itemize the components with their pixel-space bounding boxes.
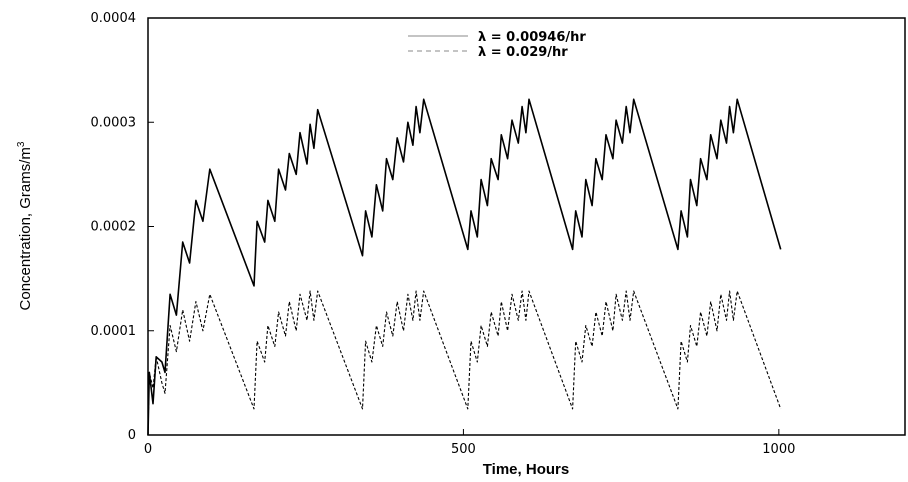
plot-frame (147, 17, 906, 436)
series-layer (147, 98, 782, 436)
legend-label-series-2: λ = 0.029/hr (478, 45, 568, 60)
x-tick-label: 1000 (762, 442, 795, 457)
y-axis-title-group: Concentration, Grams/m3 (16, 141, 34, 310)
y-tick-label: 0.0002 (91, 220, 137, 235)
y-axis: 0 0.0001 0.0002 0.0003 0.0004 (91, 11, 154, 443)
x-tick-label: 0 (144, 442, 152, 457)
x-tick-label: 500 (451, 442, 476, 457)
x-axis: 0 500 1000 (144, 429, 795, 457)
legend-label-series-1: λ = 0.00946/hr (478, 30, 586, 45)
y-axis-title: Concentration, Grams/m3 (16, 141, 34, 310)
y-tick-label: 0.0001 (91, 324, 137, 339)
y-tick-label: 0.0003 (91, 115, 137, 130)
y-tick-label: 0 (128, 428, 136, 443)
y-axis-title-superscript: 3 (16, 141, 27, 147)
y-axis-title-main: Concentration, Grams/m (17, 147, 34, 310)
series-line-2 (147, 290, 782, 436)
plot-area (147, 17, 906, 436)
x-axis-title: Time, Hours (483, 461, 569, 478)
y-tick-label: 0.0004 (91, 11, 137, 26)
legend: λ = 0.00946/hr λ = 0.029/hr (408, 30, 586, 60)
series-line-1 (147, 98, 782, 436)
